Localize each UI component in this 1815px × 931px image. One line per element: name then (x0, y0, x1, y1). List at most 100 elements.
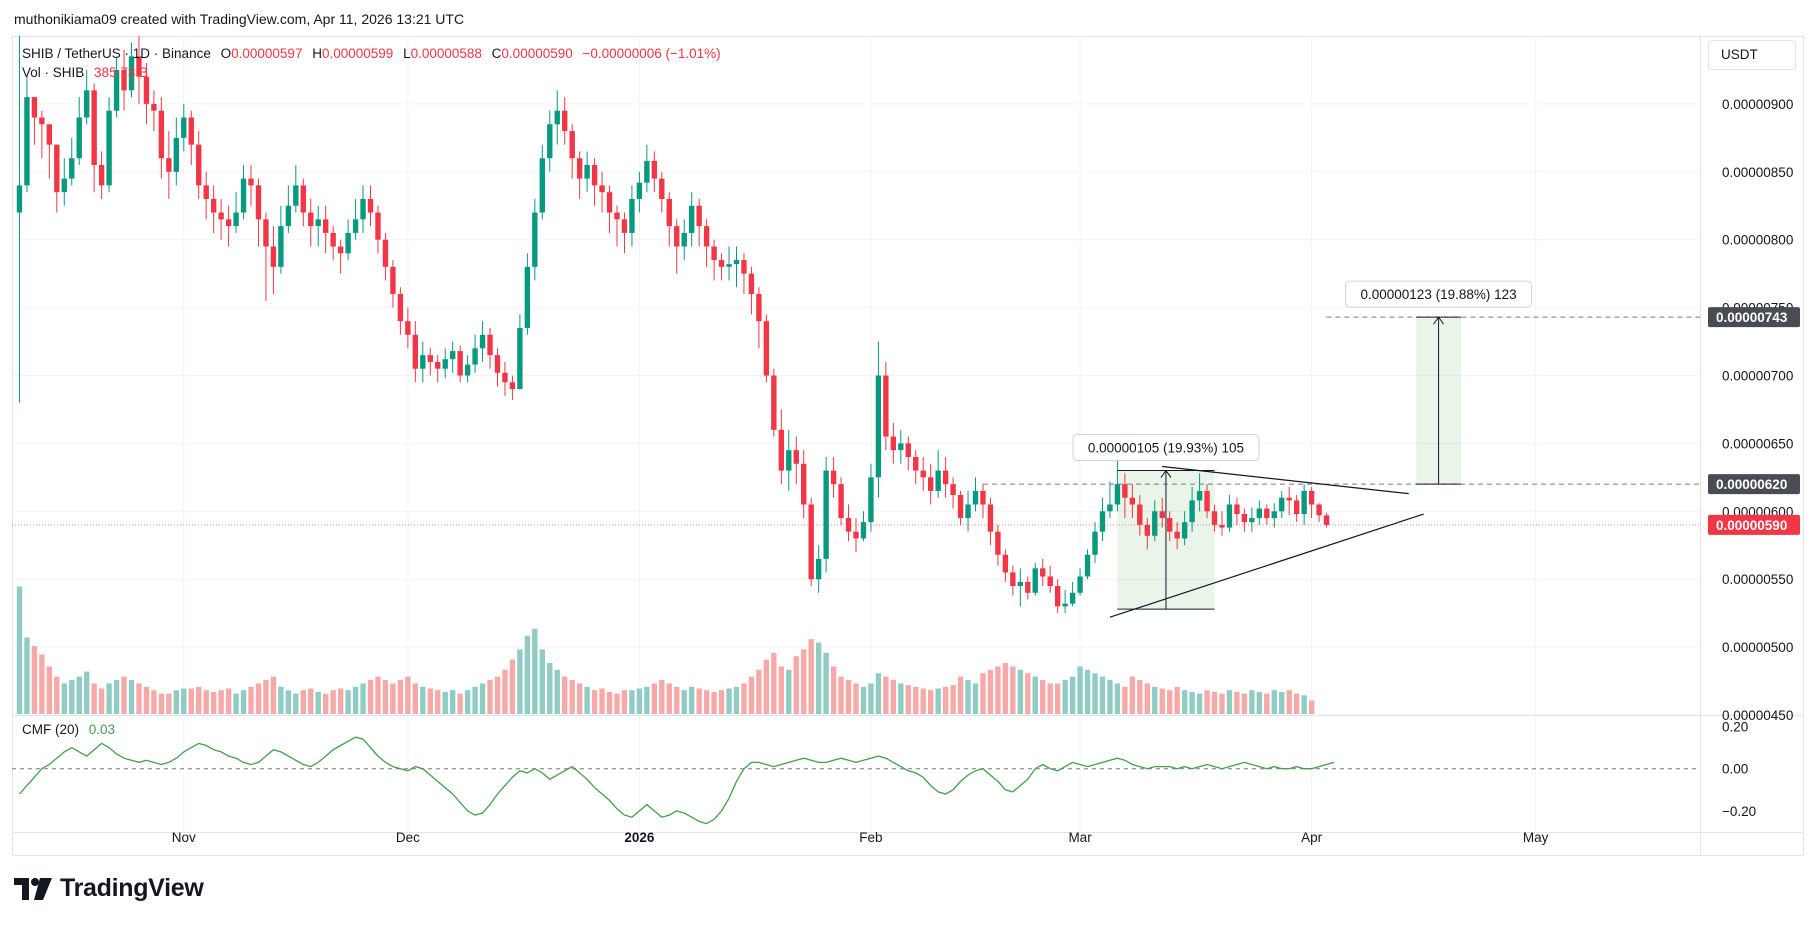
price-tick-label: 0.00000650 (1722, 436, 1793, 451)
candle-body (270, 246, 277, 267)
volume-bar (1219, 693, 1225, 714)
volume-bar (345, 690, 351, 714)
candle-body (703, 226, 710, 247)
volume-bar (382, 680, 389, 714)
candle-body (905, 443, 911, 457)
candle-body (494, 355, 501, 373)
volume-bar (995, 666, 1001, 714)
candle-body (1279, 497, 1285, 512)
volume-bar (203, 690, 209, 714)
price-tick-label: 0.00000850 (1722, 165, 1793, 180)
volume-bar (435, 690, 441, 714)
candle-body (218, 212, 224, 220)
candle-body (1114, 484, 1121, 505)
candle-body (576, 158, 583, 179)
volume-bar (1234, 691, 1240, 714)
volume-bar (853, 683, 859, 714)
volume-bar (524, 635, 531, 714)
candle-body (995, 531, 1001, 555)
volume-bar (1301, 695, 1307, 714)
candle-body (166, 158, 172, 172)
volume-bar (703, 690, 710, 714)
legend-open-value: 0.00000597 (231, 46, 303, 61)
candle-body (24, 97, 30, 186)
volume-bar (173, 690, 180, 714)
candle-body (121, 69, 127, 91)
volume-bar (1047, 683, 1053, 714)
candle-body (1107, 504, 1113, 512)
candle-body (1010, 572, 1016, 586)
candle-body (136, 56, 142, 77)
volume-bar (1122, 686, 1128, 714)
candle-body (308, 212, 314, 227)
candle-body (300, 185, 306, 213)
volume-bar (1017, 669, 1024, 714)
candle-body (158, 110, 165, 159)
tradingview-logo[interactable]: TradingView (14, 874, 204, 903)
candle-body (928, 477, 934, 491)
price-badge-label: 0.00000620 (1716, 477, 1787, 492)
candle-body (1129, 497, 1136, 505)
candle-body (898, 443, 904, 451)
volume-bar (547, 663, 553, 714)
chart-legend: SHIB / TetherUS · 1D · Binance O0.000005… (22, 44, 721, 82)
volume-bar (128, 680, 135, 714)
currency-selector[interactable]: USDT (1708, 40, 1796, 70)
cmf-line (19, 736, 1335, 825)
legend-close-value: 0.00000590 (501, 46, 573, 61)
candle-body (405, 321, 411, 335)
candle-body (644, 160, 650, 183)
volume-bar (113, 680, 120, 714)
candle-body (1032, 568, 1038, 593)
volume-bar (1002, 663, 1009, 714)
candle-body (181, 117, 187, 138)
candle-body (69, 158, 75, 179)
volume-bar (845, 680, 852, 714)
candle-body (1226, 504, 1233, 528)
time-tick-label: Apr (1301, 830, 1323, 845)
candle-body (547, 124, 553, 159)
volume-bar (1114, 683, 1121, 714)
legend-low-label: L (403, 46, 411, 61)
legend-volume-label[interactable]: Vol · SHIB (22, 65, 85, 80)
candle-body (584, 165, 590, 179)
candle-body (733, 260, 740, 265)
candle-body (629, 198, 635, 233)
candle-body (651, 160, 658, 179)
volume-bar (397, 680, 404, 714)
candle-body (1323, 515, 1330, 525)
volume-bar (1181, 690, 1188, 714)
volume-bar (913, 686, 919, 714)
candle-body (188, 117, 194, 145)
volume-bar (771, 652, 777, 714)
price-tick-label: 0.00000700 (1722, 369, 1793, 384)
candle-body (562, 110, 568, 132)
cmf-value: 0.03 (88, 722, 116, 737)
volume-bar (786, 669, 792, 714)
volume-bar (748, 676, 755, 714)
volume-bar (1279, 691, 1285, 714)
candle-body (718, 260, 725, 267)
candle-body (771, 375, 777, 430)
cmf-label[interactable]: CMF (20) (22, 722, 79, 737)
candle-body (1040, 568, 1046, 577)
candle-body (868, 477, 874, 523)
volume-bar (1293, 693, 1300, 714)
candle-body (860, 522, 867, 539)
candle-body (1137, 504, 1143, 525)
volume-bar (181, 688, 187, 714)
volume-bar (1129, 676, 1136, 714)
candle-body (31, 97, 38, 118)
legend-symbol[interactable]: SHIB / TetherUS · 1D · Binance (22, 46, 211, 61)
volume-bar (972, 683, 979, 714)
volume-bar (1054, 683, 1061, 714)
candle-body (1301, 490, 1307, 515)
candle-body (442, 359, 448, 369)
candle-body (569, 131, 575, 159)
cmf-tick-label: 0.00 (1722, 762, 1748, 777)
volume-bar (196, 686, 202, 714)
candle-body (412, 334, 419, 369)
candle-body (845, 518, 852, 532)
volume-bar (1174, 686, 1180, 714)
